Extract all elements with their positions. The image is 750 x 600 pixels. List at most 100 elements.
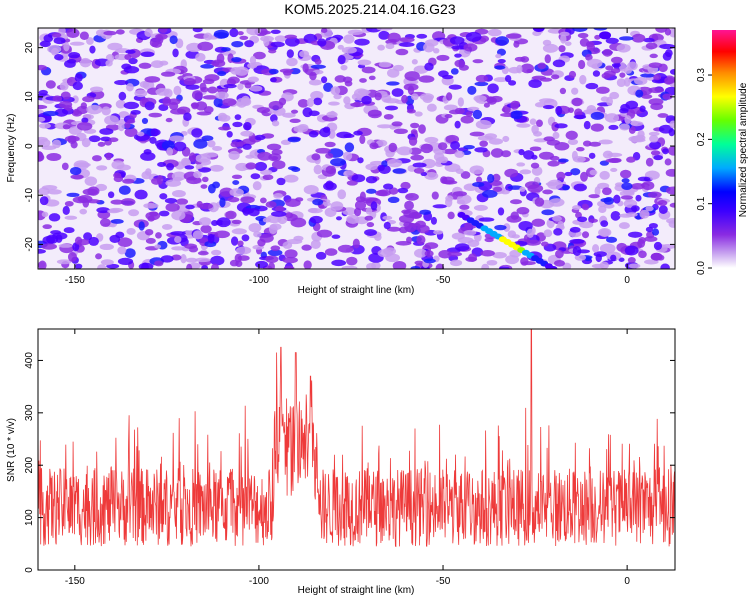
spectrogram-cell	[437, 142, 448, 151]
spectrogram-cell	[240, 130, 254, 137]
spectrogram-cell	[378, 61, 392, 68]
spectrogram-cell	[669, 68, 675, 75]
spectrogram-cell	[645, 42, 658, 50]
spectrogram-cell	[592, 70, 601, 77]
spectrogram-cell	[211, 249, 222, 256]
spectrogram-cell	[392, 261, 407, 269]
spectrogram-cell	[245, 154, 255, 159]
spectrogram-cell	[154, 260, 164, 267]
spectrogram-cell	[290, 109, 299, 114]
spectrogram-cell	[385, 43, 395, 50]
spectrogram-cell	[100, 259, 114, 266]
spectrogram-cell	[72, 81, 83, 91]
spectrogram-cell	[342, 76, 353, 84]
spectrogram-cell	[474, 147, 488, 153]
spectrogram-cell	[343, 34, 355, 44]
spectrogram-cell	[649, 135, 659, 143]
spectrogram-cell	[487, 28, 502, 37]
spectrogram-cell	[328, 101, 340, 106]
spectrogram-cell	[267, 249, 283, 256]
spectrogram-cell	[605, 65, 614, 71]
spectrogram-cell	[452, 191, 467, 197]
spectrogram-cell	[625, 100, 639, 110]
spectrogram-cell	[603, 197, 615, 205]
spectrogram-cell	[282, 112, 296, 118]
spectrogram-cell	[350, 102, 365, 107]
spectrogram-cell	[99, 128, 114, 135]
spectrogram-cell	[558, 158, 569, 163]
spectrogram-cell	[343, 170, 355, 176]
spectrogram-cell	[619, 36, 634, 41]
spectrogram-cell	[497, 59, 506, 64]
spectrogram-cell	[337, 55, 346, 65]
spectrogram-cell	[400, 181, 411, 190]
colorbar-ticks: 0.0 0.1 0.2 0.3	[696, 68, 712, 275]
spectrogram-cell	[195, 164, 203, 170]
spectrogram-cell	[585, 82, 599, 90]
spectrogram-cell	[377, 44, 385, 51]
spectrogram-cell	[413, 167, 425, 174]
spectrogram-cell	[197, 41, 214, 52]
spectrogram-cell	[141, 117, 149, 124]
spectrogram-cell	[610, 254, 617, 262]
spectrogram-cell	[313, 97, 323, 106]
spectrogram-cell	[138, 262, 154, 269]
snr-panel: -150 -100 -50 0 0 100 200 300 400 Height of str…	[6, 328, 676, 596]
spectrogram-cell	[649, 53, 658, 59]
spectrogram-cell	[541, 209, 555, 216]
spectrogram-cell	[246, 28, 261, 36]
spectrogram-cell	[621, 178, 630, 184]
spectrogram-cell	[481, 263, 490, 269]
spectrogram-cell	[229, 28, 239, 38]
spectrogram-cell	[324, 141, 336, 148]
spectrogram-cell	[505, 33, 522, 39]
snr-y-ticks: 0 100 200 300 400	[24, 352, 675, 573]
spectrogram-cell	[529, 118, 537, 125]
spectrogram-cell	[323, 82, 334, 92]
spectrogram-cell	[232, 180, 240, 185]
spectrogram-cell	[321, 76, 328, 84]
spectrogram-cell	[549, 155, 560, 161]
spectrogram-cell	[577, 216, 588, 223]
spectrogram-cell	[662, 93, 673, 100]
y-tick-label: 20	[24, 42, 35, 54]
spectrogram-cell	[91, 155, 102, 162]
spectrogram-cell	[505, 254, 520, 265]
spectrogram-cell	[442, 180, 458, 185]
spectrogram-cell	[450, 68, 459, 75]
spectrogram-cell	[564, 171, 573, 177]
spectrogram-cell	[619, 108, 629, 114]
spectrogram-cell	[658, 124, 673, 134]
spectrogram-cell	[244, 82, 252, 89]
spectrogram-cell	[432, 204, 448, 209]
spectrogram-cell	[213, 29, 230, 39]
spectrogram-cell	[465, 111, 473, 117]
spectrogram-cell	[204, 240, 217, 248]
spectrogram-cell	[311, 153, 321, 161]
spectrogram-cell	[274, 205, 285, 213]
spectrogram-cell	[58, 243, 73, 248]
spectrogram-cell	[193, 171, 202, 179]
spectrogram-cell	[225, 210, 237, 220]
spectrogram-cell	[624, 245, 639, 256]
spectrogram-cell	[38, 104, 48, 110]
spectrogram-cell	[184, 243, 198, 249]
spectrogram-cell	[343, 96, 351, 105]
x-tick-label: 0	[624, 576, 630, 587]
spectrogram-cell	[180, 157, 191, 166]
spectrogram-cell	[443, 104, 458, 111]
spectrogram-cell	[114, 79, 129, 86]
spectrogram-cell	[221, 47, 231, 52]
spectrogram-spot	[650, 252, 663, 261]
spectrogram-cell	[215, 91, 229, 100]
spectrogram-cell	[316, 229, 333, 238]
spectrogram-cell	[245, 162, 257, 170]
spectrogram-cell	[270, 41, 285, 48]
spectrogram-cell	[574, 254, 587, 261]
spectrogram-cell	[184, 165, 195, 170]
x-tick-label: -50	[436, 576, 451, 587]
spectrogram-cell	[366, 263, 377, 269]
spectrogram-cell	[599, 243, 616, 254]
spectrogram-cell	[377, 124, 393, 129]
spectrogram-cell	[375, 190, 388, 197]
